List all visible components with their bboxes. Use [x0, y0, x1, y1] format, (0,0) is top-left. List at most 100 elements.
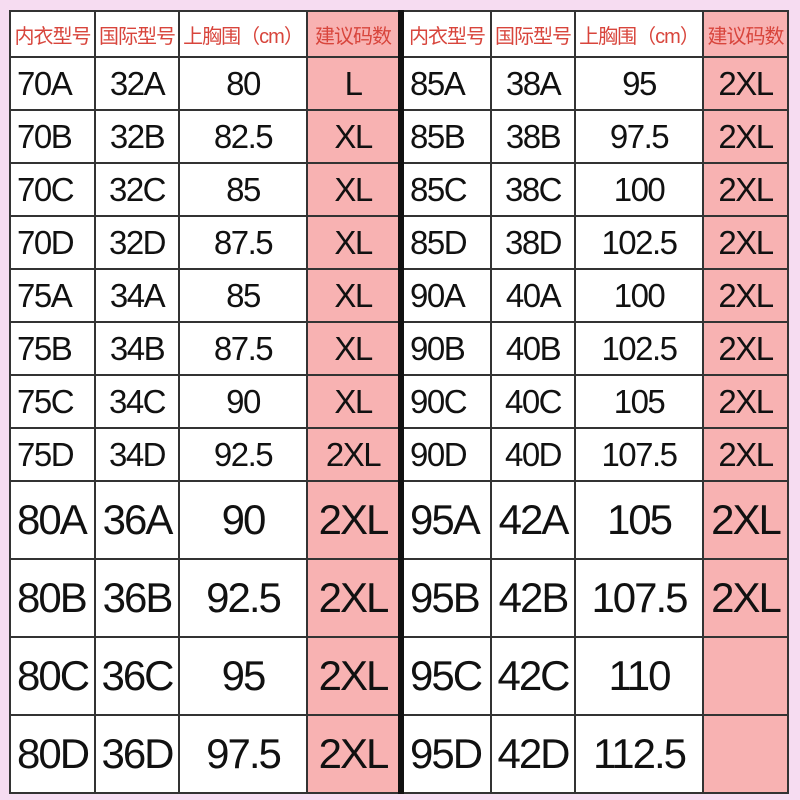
- bust-cm-cell: 97.5: [178, 714, 308, 794]
- bust-cm-cell: 90: [178, 374, 308, 429]
- suggested-size-cell: 2XL: [306, 714, 404, 794]
- suggested-size-cell: XL: [306, 109, 404, 164]
- cup-size-cell: 95D: [400, 714, 492, 794]
- cup-size-cell: 70D: [9, 215, 96, 270]
- cup-size-cell: 85C: [400, 162, 492, 217]
- suggested-size-cell: 2XL: [702, 558, 789, 638]
- suggested-size-cell: 2XL: [306, 480, 404, 560]
- bust-cm-cell: 107.5: [574, 427, 704, 482]
- header-row: 内衣型号 国际型号 上胸围（cm） 建议码数 内衣型号 国际型号 上胸围（cm） 建议码数: [9, 10, 789, 58]
- table-row: 80A 36A 90 2XL 95A 42A 105 2XL: [9, 480, 789, 560]
- suggested-size-cell: L: [306, 56, 404, 111]
- intl-size-cell: 38A: [490, 56, 576, 111]
- suggested-size-cell: 2XL: [702, 56, 789, 111]
- bust-cm-cell: 82.5: [178, 109, 308, 164]
- bust-cm-cell: 105: [574, 374, 704, 429]
- cup-size-cell: 75A: [9, 268, 96, 323]
- cup-size-cell: 95B: [400, 558, 492, 638]
- header-cup-size: 内衣型号: [400, 10, 492, 58]
- bust-cm-cell: 107.5: [574, 558, 704, 638]
- intl-size-cell: 40D: [490, 427, 576, 482]
- suggested-size-cell: 2XL: [306, 636, 404, 716]
- bust-cm-cell: 95: [178, 636, 308, 716]
- header-suggested-size: 建议码数: [702, 10, 789, 58]
- cup-size-cell: 90C: [400, 374, 492, 429]
- suggested-size-cell: 2XL: [702, 268, 789, 323]
- suggested-size-cell: 2XL: [702, 162, 789, 217]
- intl-size-cell: 32A: [94, 56, 180, 111]
- table-row: 70D 32D 87.5 XL 85D 38D 102.5 2XL: [9, 215, 789, 270]
- bust-cm-cell: 110: [574, 636, 704, 716]
- bra-size-table: 内衣型号 国际型号 上胸围（cm） 建议码数 内衣型号 国际型号 上胸围（cm） 建议码数 70…: [9, 10, 789, 794]
- bust-cm-cell: 95: [574, 56, 704, 111]
- header-bust-cm: 上胸围（cm）: [574, 10, 704, 58]
- header-bust-cm: 上胸围（cm）: [178, 10, 308, 58]
- suggested-size-cell: 2XL: [702, 480, 789, 560]
- cup-size-cell: 70A: [9, 56, 96, 111]
- cup-size-cell: 80D: [9, 714, 96, 794]
- table-row: 70B 32B 82.5 XL 85B 38B 97.5 2XL: [9, 109, 789, 164]
- table-row: 75B 34B 87.5 XL 90B 40B 102.5 2XL: [9, 321, 789, 376]
- table-row: 80C 36C 95 2XL 95C 42C 110: [9, 636, 789, 716]
- suggested-size-cell: XL: [306, 374, 404, 429]
- table-row: 70A 32A 80 L 85A 38A 95 2XL: [9, 56, 789, 111]
- suggested-size-cell: XL: [306, 268, 404, 323]
- intl-size-cell: 34A: [94, 268, 180, 323]
- bust-cm-cell: 102.5: [574, 321, 704, 376]
- header-cup-size: 内衣型号: [9, 10, 96, 58]
- cup-size-cell: 80C: [9, 636, 96, 716]
- intl-size-cell: 38D: [490, 215, 576, 270]
- cup-size-cell: 95C: [400, 636, 492, 716]
- bust-cm-cell: 87.5: [178, 321, 308, 376]
- intl-size-cell: 36A: [94, 480, 180, 560]
- intl-size-cell: 42C: [490, 636, 576, 716]
- suggested-size-cell: 2XL: [702, 215, 789, 270]
- cup-size-cell: 90A: [400, 268, 492, 323]
- table-row: 75A 34A 85 XL 90A 40A 100 2XL: [9, 268, 789, 323]
- bust-cm-cell: 102.5: [574, 215, 704, 270]
- bust-cm-cell: 97.5: [574, 109, 704, 164]
- cup-size-cell: 70C: [9, 162, 96, 217]
- intl-size-cell: 36C: [94, 636, 180, 716]
- bust-cm-cell: 92.5: [178, 427, 308, 482]
- bust-cm-cell: 90: [178, 480, 308, 560]
- intl-size-cell: 36B: [94, 558, 180, 638]
- intl-size-cell: 42B: [490, 558, 576, 638]
- suggested-size-cell: 2XL: [702, 427, 789, 482]
- table-row: 75D 34D 92.5 2XL 90D 40D 107.5 2XL: [9, 427, 789, 482]
- table-row: 80B 36B 92.5 2XL 95B 42B 107.5 2XL: [9, 558, 789, 638]
- cup-size-cell: 75C: [9, 374, 96, 429]
- bust-cm-cell: 87.5: [178, 215, 308, 270]
- header-intl-size: 国际型号: [94, 10, 180, 58]
- intl-size-cell: 32C: [94, 162, 180, 217]
- bust-cm-cell: 85: [178, 162, 308, 217]
- intl-size-cell: 40C: [490, 374, 576, 429]
- suggested-size-cell: 2XL: [702, 321, 789, 376]
- table-row: 75C 34C 90 XL 90C 40C 105 2XL: [9, 374, 789, 429]
- bust-cm-cell: 100: [574, 268, 704, 323]
- cup-size-cell: 80B: [9, 558, 96, 638]
- bust-cm-cell: 112.5: [574, 714, 704, 794]
- bust-cm-cell: 92.5: [178, 558, 308, 638]
- suggested-size-cell: 2XL: [306, 427, 404, 482]
- intl-size-cell: 38B: [490, 109, 576, 164]
- cup-size-cell: 90D: [400, 427, 492, 482]
- bust-cm-cell: 105: [574, 480, 704, 560]
- intl-size-cell: 42A: [490, 480, 576, 560]
- bust-cm-cell: 100: [574, 162, 704, 217]
- suggested-size-cell: 2XL: [702, 374, 789, 429]
- suggested-size-cell: 2XL: [702, 109, 789, 164]
- suggested-size-cell: 2XL: [306, 558, 404, 638]
- cup-size-cell: 85A: [400, 56, 492, 111]
- cup-size-cell: 80A: [9, 480, 96, 560]
- cup-size-cell: 70B: [9, 109, 96, 164]
- intl-size-cell: 42D: [490, 714, 576, 794]
- cup-size-cell: 95A: [400, 480, 492, 560]
- cup-size-cell: 90B: [400, 321, 492, 376]
- intl-size-cell: 32D: [94, 215, 180, 270]
- header-suggested-size: 建议码数: [306, 10, 404, 58]
- table-row: 80D 36D 97.5 2XL 95D 42D 112.5: [9, 714, 789, 794]
- suggested-size-cell: XL: [306, 321, 404, 376]
- intl-size-cell: 34D: [94, 427, 180, 482]
- intl-size-cell: 38C: [490, 162, 576, 217]
